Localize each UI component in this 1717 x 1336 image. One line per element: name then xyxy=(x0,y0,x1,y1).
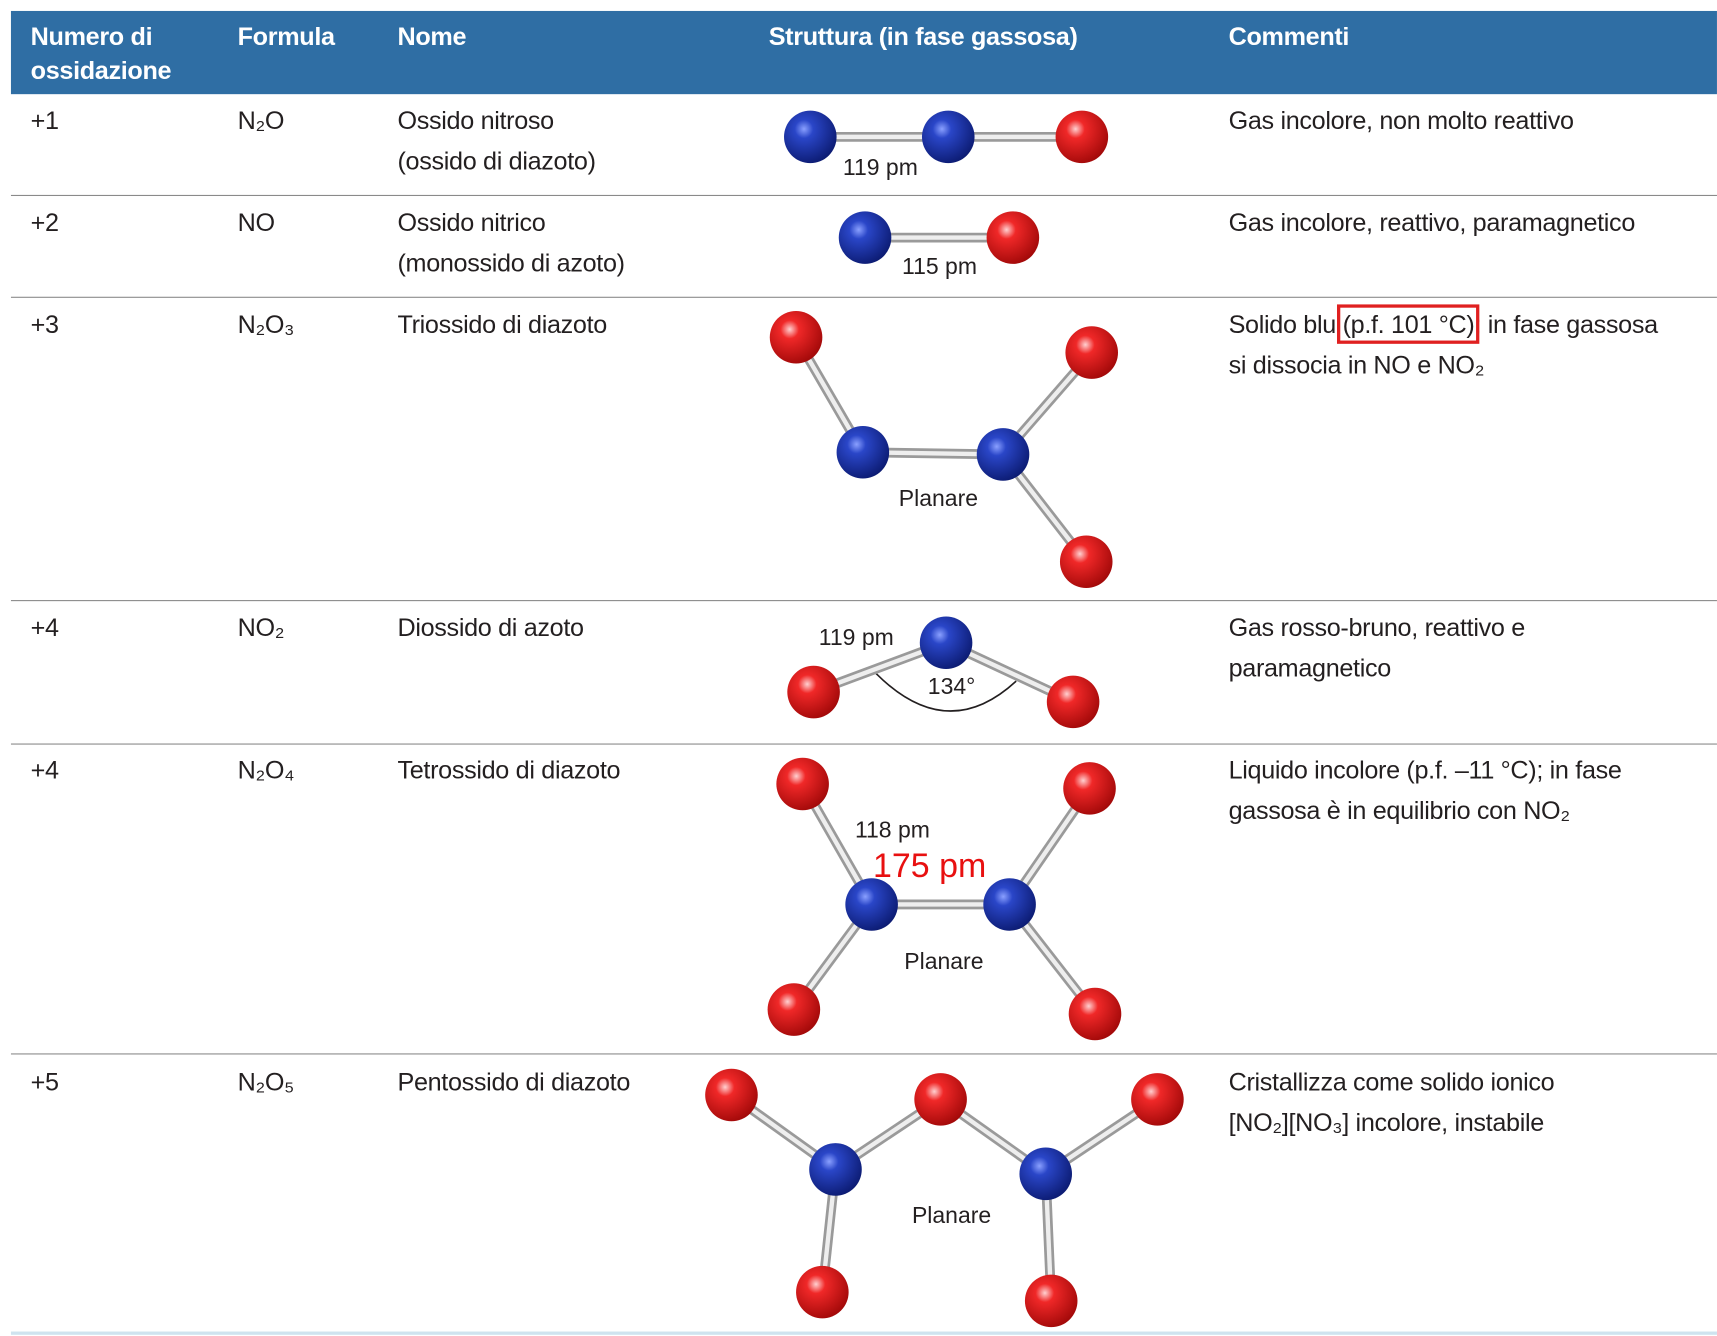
table-bottom xyxy=(10,1331,1717,1335)
comment-line: gassosa è in equilibrio con NO₂ xyxy=(1228,796,1571,825)
oxidation: +3 xyxy=(30,309,59,339)
bond-length: 119 pm xyxy=(819,624,894,650)
comment-line: Gas incolore, reattivo, paramagnetico xyxy=(1228,208,1636,237)
formula: N₂O xyxy=(237,106,285,135)
oxygen-atom xyxy=(1065,326,1118,379)
nitrogen-atom xyxy=(836,425,890,479)
highlighted-text: (p.f. 101 °C) xyxy=(1337,304,1480,344)
name: Diossido di azoto xyxy=(397,608,584,649)
oxygen-atom xyxy=(705,1068,758,1122)
nitrogen-atom xyxy=(838,211,892,264)
annotation: 175 pm xyxy=(873,847,986,885)
bond-length: 118 pm xyxy=(855,817,930,843)
header-text: Numero di xyxy=(30,21,153,51)
comment-line: paramagnetico xyxy=(1228,653,1392,683)
oxygen-atom xyxy=(914,1073,967,1126)
oxygen-atom xyxy=(1068,987,1122,1041)
oxidation: +2 xyxy=(30,208,59,237)
oxygen-atom xyxy=(1131,1073,1184,1126)
bond-angle: 134° xyxy=(928,673,976,699)
comment: Gas incolore, reattivo, paramagnetico xyxy=(1228,203,1636,244)
nitrogen-atom xyxy=(983,878,1036,931)
oxidation: +5 xyxy=(30,1067,59,1097)
name: Pentossido di diazoto xyxy=(397,1062,630,1103)
comment: Solido blu (p.f. 101 °C); in fase gassos… xyxy=(1229,304,1658,385)
nitrogen-atom xyxy=(845,878,898,931)
oxygen-atom xyxy=(767,983,821,1036)
name-line: Pentossido di diazoto xyxy=(397,1067,631,1097)
oxidation: +4 xyxy=(30,755,59,785)
comment-line: Gas rosso-bruno, reattivo e xyxy=(1228,613,1526,642)
row-divider xyxy=(10,743,1717,745)
header-cell: Nome xyxy=(397,21,467,51)
comment-line: Liquido incolore (p.f. –11 °C); in fase xyxy=(1228,755,1622,785)
header-bar xyxy=(10,10,1717,95)
row-divider xyxy=(10,194,1717,197)
bond-length: 115 pm xyxy=(902,253,977,279)
header-text: ossidazione xyxy=(30,55,172,85)
comment: Liquido incolore (p.f. –11 °C); in fase g… xyxy=(1229,750,1622,831)
oxygen-atom xyxy=(1063,762,1116,815)
geometry-label: Planare xyxy=(904,948,983,974)
header-cell: Numero di ossidazione xyxy=(31,20,172,88)
oxygen-atom xyxy=(796,1265,849,1319)
formula: N₂O₃ xyxy=(237,309,295,339)
row-divider xyxy=(10,600,1717,602)
comment: Cristallizza come solido ionico [NO₂][NO₃… xyxy=(1229,1062,1555,1143)
comment-part: Solido blu xyxy=(1228,309,1337,339)
name-line: Tetrossido di diazoto xyxy=(397,755,621,785)
name-line: Ossido nitroso xyxy=(397,106,554,135)
name-line: Triossido di diazoto xyxy=(397,309,607,339)
comment-part: ; in fase gassosa xyxy=(1474,309,1658,339)
nitrogen-atom xyxy=(1019,1147,1073,1201)
bond-length: 119 pm xyxy=(843,154,918,180)
comment-line: Gas incolore, non molto reattivo xyxy=(1228,106,1574,135)
header-cell: Commenti xyxy=(1228,21,1350,51)
formula: NO₂ xyxy=(237,613,285,642)
header-cell: Formula xyxy=(237,21,335,51)
nitrogen-atom xyxy=(976,428,1030,481)
nitrogen-atom xyxy=(921,110,975,164)
row-divider xyxy=(10,1053,1717,1055)
formula: NO xyxy=(237,208,275,237)
oxygen-atom xyxy=(776,757,829,811)
oxygen-atom xyxy=(769,310,823,364)
nitrogen-atom xyxy=(919,616,973,670)
name-line: Ossido nitrico xyxy=(397,208,546,237)
comment-line: [NO₂][NO₃] incolore, instabile xyxy=(1228,1108,1545,1137)
angle-arc xyxy=(875,672,1017,712)
oxygen-atom xyxy=(1024,1274,1078,1328)
comment-line: si dissocia in NO e NO₂ xyxy=(1228,350,1485,379)
formula: N₂O₅ xyxy=(237,1067,295,1097)
oxidation: +1 xyxy=(30,106,59,135)
oxidation: +4 xyxy=(30,613,59,642)
row-divider xyxy=(10,296,1717,298)
nitrogen-atom xyxy=(809,1143,862,1196)
comment-line: Solido blu (p.f. 101 °C); in fase gassos… xyxy=(1229,304,1658,345)
oxygen-atom xyxy=(1046,675,1100,729)
header-cell: Struttura (in fase gassosa) xyxy=(768,21,1078,51)
name: Triossido di diazoto xyxy=(397,304,607,345)
comment: Gas incolore, non molto reattivo xyxy=(1229,101,1574,142)
oxygen-atom xyxy=(1055,110,1109,164)
comment-line: Cristallizza come solido ionico xyxy=(1228,1067,1555,1097)
nitrogen-atom xyxy=(784,110,837,164)
name-line: (monossido di azoto) xyxy=(397,248,625,278)
geometry-label: Planare xyxy=(899,485,978,511)
name: Ossido nitroso (ossido di diazoto) xyxy=(397,101,595,182)
name-line: Diossido di azoto xyxy=(397,613,584,642)
oxygen-atom xyxy=(787,665,840,719)
name-line: (ossido di diazoto) xyxy=(397,146,596,176)
name: Tetrossido di diazoto xyxy=(397,750,620,791)
geometry-label: Planare xyxy=(912,1202,991,1228)
formula: N₂O₄ xyxy=(237,755,295,785)
comment: Gas rosso-bruno, reattivo e paramagnetico xyxy=(1228,608,1526,689)
name: Ossido nitrico (monossido di azoto) xyxy=(397,203,625,284)
oxygen-atom xyxy=(986,211,1040,264)
oxygen-atom xyxy=(1059,535,1113,589)
